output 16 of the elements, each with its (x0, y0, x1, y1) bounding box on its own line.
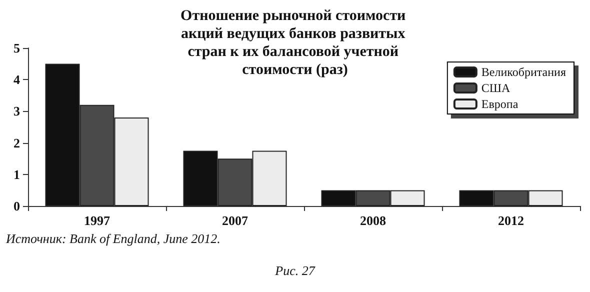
text: Рис. 27 (274, 263, 316, 278)
x-tick-label: 2012 (498, 213, 524, 228)
x-tick-label: 1997 (84, 213, 110, 228)
text: Источник: Bank of England, June 2012. (5, 231, 220, 246)
legend-label: Великобритания (481, 65, 566, 79)
y-tick-label: 2 (14, 135, 20, 150)
x-tick-label: 2007 (222, 213, 248, 228)
legend-label: Европа (481, 97, 519, 111)
y-tick-label: 1 (14, 166, 20, 182)
y-tick-label: 4 (14, 72, 20, 88)
y-tick-label: 0 (14, 198, 20, 214)
legend-label: США (481, 81, 511, 95)
x-tick-label: 2008 (360, 213, 386, 228)
y-tick-label: 5 (14, 40, 20, 56)
y-tick-label: 3 (14, 104, 20, 119)
chart-title: Отношение рыночной стоимости акций ведущих банков развитых стран к их балансовой учетной стоимости (раз) (180, 8, 410, 78)
